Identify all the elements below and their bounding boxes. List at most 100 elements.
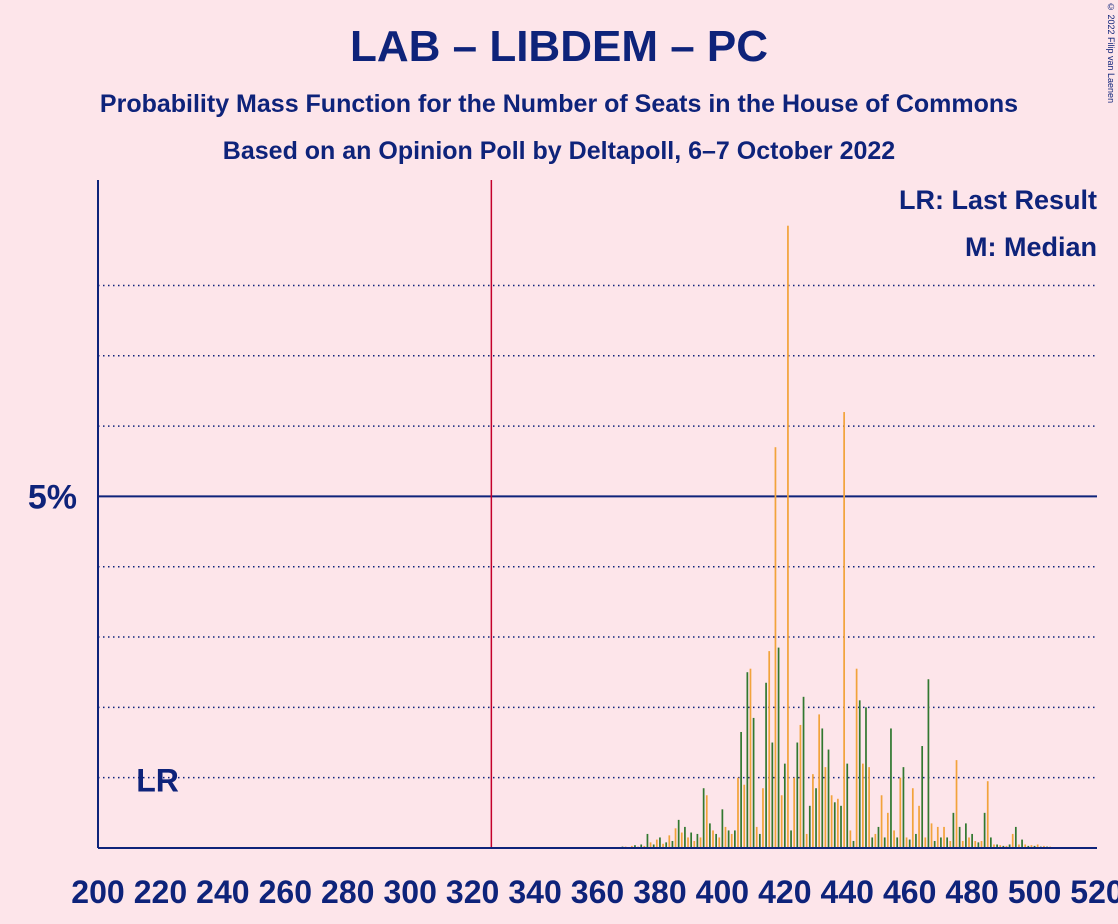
bar-376 xyxy=(646,833,649,848)
bar-413 xyxy=(762,788,764,848)
legend-entry-0: LR: Last Result xyxy=(899,185,1097,215)
bar-438 xyxy=(840,805,842,848)
bar-407 xyxy=(743,784,746,848)
bar-481 xyxy=(974,840,977,848)
bar-411 xyxy=(755,826,758,848)
bar-426 xyxy=(802,696,805,848)
x-tick-label-280: 280 xyxy=(321,874,374,910)
bar-463 xyxy=(918,805,920,848)
x-tick-label-340: 340 xyxy=(508,874,561,910)
bar-445 xyxy=(862,763,864,848)
bar-431 xyxy=(818,714,821,848)
bar-453 xyxy=(886,812,889,848)
bar-383 xyxy=(668,835,671,848)
bar-410 xyxy=(752,717,755,848)
bar-460 xyxy=(908,839,911,848)
bar-401 xyxy=(724,826,727,848)
bar-451 xyxy=(880,795,883,848)
bar-446 xyxy=(865,707,867,848)
bar-475 xyxy=(955,760,958,848)
bar-500 xyxy=(1033,845,1036,848)
bar-491 xyxy=(1005,845,1008,848)
bar-393 xyxy=(699,837,702,848)
bar-428 xyxy=(808,805,811,848)
bar-456 xyxy=(896,837,899,848)
x-tick-label-380: 380 xyxy=(633,874,686,910)
bar-403 xyxy=(730,833,733,848)
bar-409 xyxy=(749,668,752,848)
bar-483 xyxy=(980,840,983,848)
bar-380 xyxy=(659,837,661,848)
bar-387 xyxy=(680,832,683,848)
bar-468 xyxy=(933,840,936,848)
bar-421 xyxy=(787,225,789,848)
bar-472 xyxy=(946,837,949,848)
bar-379 xyxy=(655,839,658,848)
x-tick-label-420: 420 xyxy=(758,874,811,910)
bar-479 xyxy=(968,837,970,848)
bar-501 xyxy=(1036,844,1039,848)
bar-414 xyxy=(765,682,767,848)
bar-492 xyxy=(1008,844,1011,848)
bar-412 xyxy=(758,833,761,848)
bar-439 xyxy=(843,412,845,848)
bar-386 xyxy=(677,819,680,848)
bar-371 xyxy=(630,845,633,848)
bar-375 xyxy=(643,845,646,848)
bar-432 xyxy=(821,728,824,848)
bar-402 xyxy=(727,830,730,848)
bar-495 xyxy=(1018,844,1020,848)
bar-489 xyxy=(999,845,1002,848)
bar-394 xyxy=(702,788,705,848)
bar-398 xyxy=(715,833,717,848)
bar-374 xyxy=(640,844,643,848)
bar-498 xyxy=(1027,845,1030,848)
bar-417 xyxy=(774,447,777,848)
bar-494 xyxy=(1014,826,1017,848)
bar-408 xyxy=(746,672,749,848)
bar-440 xyxy=(846,763,849,848)
bar-423 xyxy=(793,777,796,848)
bar-447 xyxy=(868,767,870,848)
bar-392 xyxy=(696,833,699,848)
bar-437 xyxy=(837,798,839,848)
bar-420 xyxy=(783,763,786,848)
last-result-label: LR xyxy=(136,763,179,799)
bar-397 xyxy=(712,830,714,848)
bar-499 xyxy=(1030,845,1033,848)
bar-497 xyxy=(1024,844,1027,848)
bar-391 xyxy=(693,840,696,848)
bar-474 xyxy=(952,812,955,848)
bar-427 xyxy=(805,833,808,848)
bar-459 xyxy=(905,837,908,848)
bar-399 xyxy=(718,837,721,848)
grid-lines xyxy=(98,284,1097,779)
chart-title: LAB – LIBDEM – PC xyxy=(349,22,769,71)
bar-422 xyxy=(790,830,792,848)
bar-384 xyxy=(671,840,674,848)
bar-series xyxy=(621,225,1055,848)
chart-labels: 5% 200 220 240 260 280 300 320 340 360 380 400 420 44… xyxy=(28,185,1118,910)
bar-415 xyxy=(768,651,771,848)
bar-444 xyxy=(858,700,861,848)
bar-457 xyxy=(899,777,902,848)
bar-477 xyxy=(961,840,964,848)
bar-490 xyxy=(1002,845,1005,848)
x-tick-label-240: 240 xyxy=(196,874,249,910)
bar-419 xyxy=(780,795,783,848)
bar-441 xyxy=(849,830,852,848)
bar-378 xyxy=(652,844,655,848)
bar-461 xyxy=(911,788,914,848)
x-tick-label-500: 500 xyxy=(1008,874,1061,910)
x-tick-label-440: 440 xyxy=(821,874,874,910)
bar-496 xyxy=(1021,839,1023,848)
bar-429 xyxy=(812,774,814,848)
bar-372 xyxy=(634,845,636,848)
x-tick-label-220: 220 xyxy=(134,874,187,910)
bar-405 xyxy=(737,777,739,848)
bar-450 xyxy=(877,826,880,848)
x-tick-label-400: 400 xyxy=(696,874,749,910)
chart-subtitle: Probability Mass Function for the Number… xyxy=(99,90,1019,118)
bar-471 xyxy=(943,826,945,848)
bar-395 xyxy=(705,795,708,848)
